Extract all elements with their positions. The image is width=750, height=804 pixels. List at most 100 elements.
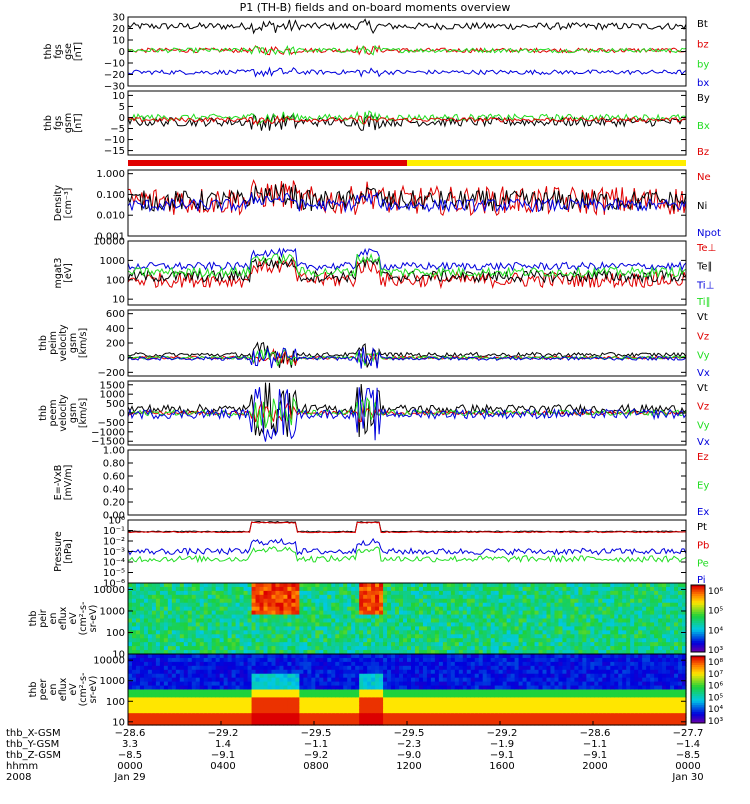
heatmap-cell bbox=[414, 590, 420, 596]
heatmap-cell bbox=[147, 661, 153, 667]
heatmap-cell bbox=[187, 721, 193, 726]
heatmap-cell bbox=[279, 717, 285, 722]
heatmap-cell bbox=[542, 701, 548, 706]
heatmap-cell bbox=[239, 661, 245, 667]
heatmap-cell bbox=[167, 681, 173, 687]
heatmap-cell bbox=[319, 630, 324, 635]
y-axis-label: velocity bbox=[58, 394, 69, 432]
heatmap-cell bbox=[626, 713, 631, 718]
heatmap-cell bbox=[462, 661, 468, 667]
heatmap-cell bbox=[135, 590, 141, 596]
colorbar-swatch bbox=[691, 585, 705, 588]
heatmap-cell bbox=[195, 606, 201, 612]
heatmap-cell bbox=[502, 630, 508, 635]
heatmap-cell bbox=[147, 622, 153, 627]
heatmap-cell bbox=[450, 610, 456, 616]
heatmap-cell bbox=[223, 673, 229, 679]
heatmap-cell bbox=[598, 665, 603, 671]
heatmap-cell bbox=[530, 709, 536, 714]
heatmap-cell bbox=[614, 713, 619, 718]
heatmap-cell bbox=[470, 717, 476, 722]
heatmap-cell bbox=[155, 697, 161, 702]
heatmap-cell bbox=[375, 594, 380, 600]
heatmap-cell bbox=[371, 661, 376, 667]
heatmap-cell bbox=[438, 586, 444, 592]
heatmap-cell bbox=[387, 634, 392, 639]
heatmap-cell bbox=[371, 614, 376, 620]
heatmap-cell bbox=[494, 586, 500, 592]
heatmap-cell bbox=[514, 665, 520, 671]
heatmap-cell bbox=[598, 650, 603, 655]
heatmap-cell bbox=[586, 665, 591, 671]
heatmap-cell bbox=[466, 602, 472, 608]
heatmap-cell bbox=[430, 681, 436, 687]
heatmap-cell bbox=[367, 590, 372, 596]
heatmap-cell bbox=[682, 583, 687, 588]
heatmap-cell bbox=[343, 650, 348, 655]
heatmap-cell bbox=[670, 606, 675, 612]
heatmap-cell bbox=[339, 689, 344, 695]
heatmap-cell bbox=[466, 606, 472, 612]
heatmap-cell bbox=[251, 606, 257, 612]
heatmap-cell bbox=[438, 669, 444, 675]
heatmap-cell bbox=[442, 673, 448, 679]
heatmap-cell bbox=[658, 610, 663, 616]
heatmap-cell bbox=[199, 654, 205, 659]
heatmap-cell bbox=[518, 594, 524, 600]
heatmap-cell bbox=[231, 610, 237, 616]
heatmap-cell bbox=[462, 622, 468, 627]
heatmap-cell bbox=[315, 713, 320, 718]
heatmap-cell bbox=[179, 697, 185, 702]
heatmap-cell bbox=[650, 602, 655, 608]
heatmap-cell bbox=[626, 685, 631, 691]
heatmap-cell bbox=[570, 650, 575, 655]
heatmap-cell bbox=[578, 646, 583, 651]
heatmap-cell bbox=[598, 606, 603, 612]
heatmap-cell bbox=[658, 614, 663, 620]
series-line-vx bbox=[127, 346, 687, 369]
heatmap-cell bbox=[486, 681, 492, 687]
heatmap-cell bbox=[371, 689, 376, 695]
heatmap-cell bbox=[395, 709, 400, 714]
heatmap-cell bbox=[450, 685, 456, 691]
heatmap-cell bbox=[554, 634, 560, 639]
y-tick-label: 0.40 bbox=[103, 485, 125, 496]
heatmap-cell bbox=[642, 630, 647, 635]
heatmap-cell bbox=[526, 661, 532, 667]
heatmap-cell bbox=[219, 610, 225, 616]
heatmap-cell bbox=[446, 673, 452, 679]
heatmap-cell bbox=[658, 626, 663, 631]
heatmap-cell bbox=[379, 713, 384, 718]
heatmap-cell bbox=[602, 614, 607, 620]
heatmap-cell bbox=[331, 705, 336, 710]
heatmap-cell bbox=[658, 583, 663, 588]
heatmap-cell bbox=[283, 594, 289, 600]
heatmap-cell bbox=[407, 654, 412, 659]
heatmap-cell bbox=[407, 614, 412, 620]
heatmap-cell bbox=[187, 638, 193, 643]
heatmap-cell bbox=[618, 583, 623, 588]
heatmap-cell bbox=[143, 705, 149, 710]
heatmap-cell bbox=[251, 642, 257, 647]
heatmap-cell bbox=[215, 654, 221, 659]
heatmap-cell bbox=[359, 654, 364, 659]
heatmap-cell bbox=[203, 673, 209, 679]
heatmap-cell bbox=[530, 610, 536, 616]
heatmap-cell bbox=[542, 721, 548, 726]
heatmap-cell bbox=[422, 586, 428, 592]
heatmap-cell bbox=[387, 610, 392, 616]
heatmap-cell bbox=[566, 693, 572, 698]
heatmap-cell bbox=[231, 701, 237, 706]
heatmap-cell bbox=[410, 610, 416, 616]
heatmap-cell bbox=[462, 590, 468, 596]
heatmap-cell bbox=[343, 709, 348, 714]
heatmap-cell bbox=[403, 634, 408, 639]
heatmap-cell bbox=[383, 701, 388, 706]
heatmap-cell bbox=[438, 673, 444, 679]
heatmap-cell bbox=[638, 622, 643, 627]
heatmap-cell bbox=[462, 713, 468, 718]
heatmap-cell bbox=[574, 598, 579, 604]
heatmap-cell bbox=[159, 717, 165, 722]
heatmap-cell bbox=[610, 614, 615, 620]
heatmap-cell bbox=[422, 642, 428, 647]
